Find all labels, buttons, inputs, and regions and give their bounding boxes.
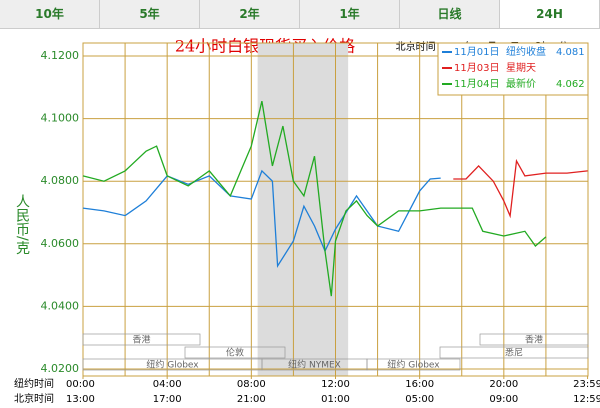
session-label: 纽约 Globex <box>146 359 199 371</box>
tab[interactable]: 1年 <box>300 0 400 28</box>
x-tick-label: 04:00 <box>153 379 182 390</box>
session-label: 纽约 NYMEX <box>288 359 341 371</box>
series-line <box>82 169 441 269</box>
x-tick-label: 12:00 <box>321 379 350 390</box>
x-tick-label-beijing: 05:00 <box>405 394 434 405</box>
tab[interactable]: 24H <box>500 0 600 28</box>
x-row-label: 纽约时间 <box>14 377 54 390</box>
tab[interactable]: 10年 <box>0 0 100 28</box>
x-tick-label-beijing: 01:00 <box>321 394 350 405</box>
session-label: 纽约 Globex <box>387 359 440 371</box>
legend-text: 最新价 <box>506 77 536 90</box>
legend-name: 11月01日 <box>454 46 499 58</box>
session-box <box>366 358 461 371</box>
x-tick-label: 00:00 <box>66 379 95 390</box>
legend-text: 纽约收盘 <box>506 45 546 58</box>
series-line <box>82 100 547 297</box>
session-label: 悉尼 <box>505 347 523 359</box>
y-tick-label: 4.0200 <box>41 362 80 375</box>
tab-bar: 10年 5年 2年 1年 日线 24H <box>0 0 600 29</box>
legend-value: 4.081 <box>556 47 585 58</box>
x-tick-label: 16:00 <box>405 379 434 390</box>
y-tick-label: 4.0400 <box>41 299 80 312</box>
legend-name: 11月03日 <box>454 62 499 74</box>
x-tick-label-beijing: 13:00 <box>66 394 95 405</box>
session-label: 香港 <box>525 334 543 346</box>
legend-name: 11月04日 <box>454 78 499 90</box>
session-box <box>82 333 201 346</box>
x-row-label: 北京时间 <box>14 392 54 405</box>
session-box <box>479 333 589 346</box>
tab[interactable]: 5年 <box>100 0 200 28</box>
series-line <box>453 158 588 219</box>
x-tick-label-beijing: 17:00 <box>153 394 182 405</box>
session-box <box>184 346 286 359</box>
chart: 24小时白银现货买入价格 北京时间 2019年11月05日 11时17分 人民币… <box>14 37 600 406</box>
y-axis-label: 人民币/克 <box>14 194 30 256</box>
session-label: 香港 <box>132 334 150 346</box>
legend-text: 星期天 <box>506 62 536 74</box>
y-tick-label: 4.0600 <box>41 237 80 250</box>
legend-box <box>437 42 589 96</box>
tab[interactable]: 2年 <box>200 0 300 28</box>
x-tick-label: 08:00 <box>237 379 266 390</box>
y-tick-label: 4.1200 <box>41 49 80 62</box>
x-tick-label-beijing: 21:00 <box>237 394 266 405</box>
x-tick-label-beijing: 12:59 <box>573 394 600 405</box>
y-tick-label: 4.0800 <box>41 174 80 187</box>
session-box <box>439 346 589 359</box>
x-tick-label: 20:00 <box>489 379 518 390</box>
tab[interactable]: 日线 <box>400 0 500 28</box>
y-tick-label: 4.1000 <box>41 112 80 125</box>
x-tick-label-beijing: 09:00 <box>489 394 518 405</box>
session-label: 伦敦 <box>226 347 244 359</box>
x-tick-label: 23:59 <box>573 379 600 390</box>
legend-value: 4.062 <box>556 79 585 90</box>
